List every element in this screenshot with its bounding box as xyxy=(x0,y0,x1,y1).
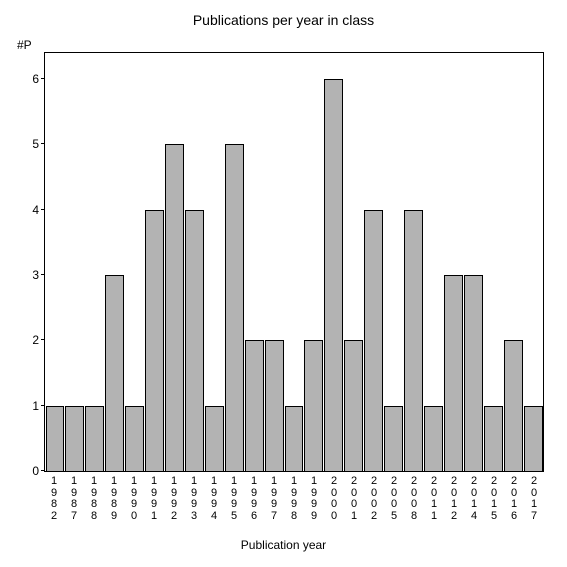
x-tick-label: 2 0 0 8 xyxy=(404,476,424,522)
bar xyxy=(125,406,144,471)
x-tick-label: 2 0 1 2 xyxy=(444,476,464,522)
y-tick-label: 1 xyxy=(32,400,45,412)
bar xyxy=(424,406,443,471)
chart-container: Publications per year in class #P 012345… xyxy=(0,0,567,567)
bar xyxy=(46,406,65,471)
bar xyxy=(364,210,383,471)
bar xyxy=(384,406,403,471)
bar xyxy=(185,210,204,471)
y-tick-label: 5 xyxy=(32,138,45,150)
y-tick-mark xyxy=(41,274,45,275)
x-tick-label: 1 9 9 5 xyxy=(224,476,244,522)
x-tick-label: 2 0 0 0 xyxy=(324,476,344,522)
bar xyxy=(205,406,224,471)
bar xyxy=(444,275,463,471)
y-tick-label: 6 xyxy=(32,73,45,85)
y-tick-mark xyxy=(41,470,45,471)
bar xyxy=(165,144,184,471)
bar xyxy=(105,275,124,471)
bars-group xyxy=(45,53,543,471)
bar xyxy=(344,340,363,471)
bar xyxy=(245,340,264,471)
bar xyxy=(265,340,284,471)
y-tick-label: 3 xyxy=(32,269,45,281)
y-tick-mark xyxy=(41,405,45,406)
bar xyxy=(324,79,343,471)
x-tick-label: 2 0 1 4 xyxy=(464,476,484,522)
x-tick-label: 2 0 0 2 xyxy=(364,476,384,522)
x-tick-label: 1 9 9 0 xyxy=(124,476,144,522)
x-tick-label: 2 0 1 7 xyxy=(524,476,544,522)
bar xyxy=(464,275,483,471)
x-tick-label: 1 9 9 9 xyxy=(304,476,324,522)
bar xyxy=(285,406,304,471)
y-axis-label: #P xyxy=(17,38,32,52)
bar xyxy=(404,210,423,471)
x-tick-label: 2 0 0 1 xyxy=(344,476,364,522)
y-tick-label: 4 xyxy=(32,204,45,216)
y-tick-mark xyxy=(41,78,45,79)
x-tick-label: 1 9 8 2 xyxy=(44,476,64,522)
y-tick-mark xyxy=(41,339,45,340)
x-tick-labels: 1 9 8 21 9 8 71 9 8 81 9 8 91 9 9 01 9 9… xyxy=(44,476,544,522)
x-tick-label: 1 9 9 6 xyxy=(244,476,264,522)
bar xyxy=(225,144,244,471)
x-tick-label: 1 9 8 7 xyxy=(64,476,84,522)
bar xyxy=(524,406,543,471)
bar xyxy=(304,340,323,471)
y-tick-mark xyxy=(41,143,45,144)
x-tick-label: 1 9 9 7 xyxy=(264,476,284,522)
bar xyxy=(484,406,503,471)
x-tick-label: 2 0 0 5 xyxy=(384,476,404,522)
x-tick-label: 1 9 9 4 xyxy=(204,476,224,522)
x-tick-label: 1 9 9 3 xyxy=(184,476,204,522)
bar xyxy=(85,406,104,471)
x-tick-label: 2 0 1 6 xyxy=(504,476,524,522)
x-tick-label: 1 9 8 9 xyxy=(104,476,124,522)
x-tick-label: 1 9 9 8 xyxy=(284,476,304,522)
x-tick-label: 1 9 9 1 xyxy=(144,476,164,522)
y-tick-label: 2 xyxy=(32,334,45,346)
x-tick-label: 1 9 8 8 xyxy=(84,476,104,522)
plot-area: 0123456 xyxy=(44,52,544,472)
x-tick-label: 2 0 1 1 xyxy=(424,476,444,522)
y-tick-mark xyxy=(41,209,45,210)
bar xyxy=(65,406,84,471)
x-tick-label: 1 9 9 2 xyxy=(164,476,184,522)
x-axis-label: Publication year xyxy=(0,538,567,552)
bar xyxy=(145,210,164,471)
bar xyxy=(504,340,523,471)
x-tick-label: 2 0 1 5 xyxy=(484,476,504,522)
chart-title: Publications per year in class xyxy=(0,12,567,28)
